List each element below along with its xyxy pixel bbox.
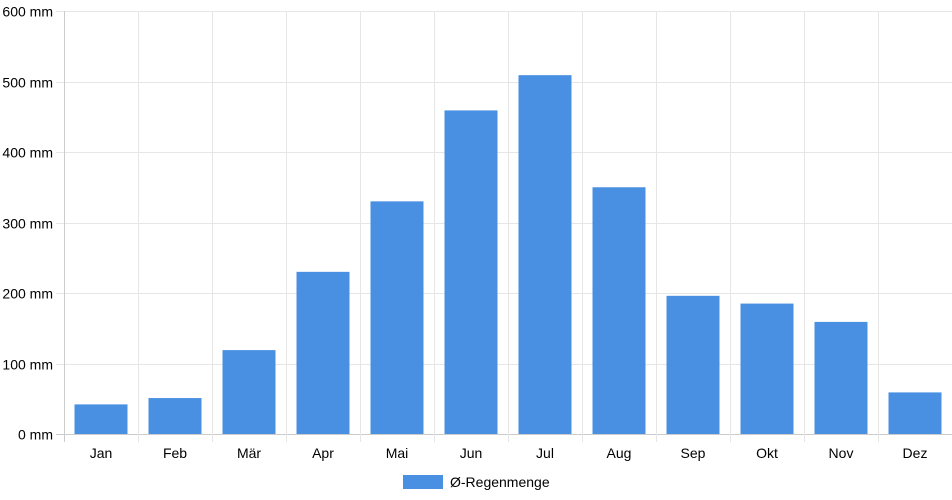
bar[interactable] bbox=[888, 392, 942, 434]
x-tick-label: Mai bbox=[386, 445, 409, 461]
x-tick-label: Jul bbox=[536, 445, 554, 461]
bar-series bbox=[74, 75, 942, 434]
x-tick-label: Nov bbox=[829, 445, 854, 461]
y-tick-label: 200 mm bbox=[2, 286, 53, 302]
bar[interactable] bbox=[740, 303, 794, 434]
legend[interactable]: Ø-Regenmenge bbox=[403, 474, 550, 490]
x-tick-label: Apr bbox=[312, 445, 334, 461]
y-tick-label: 600 mm bbox=[2, 4, 53, 20]
bar[interactable] bbox=[74, 404, 128, 434]
bar[interactable] bbox=[222, 350, 276, 434]
x-tick-label: Jun bbox=[460, 445, 483, 461]
x-tick-label: Sep bbox=[681, 445, 706, 461]
bar[interactable] bbox=[148, 398, 202, 434]
bar[interactable] bbox=[370, 201, 424, 434]
y-tick-label: 500 mm bbox=[2, 75, 53, 91]
bar[interactable] bbox=[814, 321, 868, 434]
bar[interactable] bbox=[592, 187, 646, 434]
y-tick-label: 0 mm bbox=[18, 427, 53, 443]
x-tick-label: Mär bbox=[237, 445, 261, 461]
y-axis: 0 mm 100 mm 200 mm 300 mm 400 mm 500 mm 600 mm bbox=[2, 4, 53, 443]
bar[interactable] bbox=[666, 295, 720, 434]
y-tick-label: 400 mm bbox=[2, 145, 53, 161]
x-tick-label: Aug bbox=[607, 445, 632, 461]
y-tick-label: 300 mm bbox=[2, 216, 53, 232]
bar[interactable] bbox=[444, 110, 498, 434]
bar[interactable] bbox=[518, 75, 572, 434]
x-axis: Jan Feb Mär Apr Mai Jun Jul Aug Sep Okt Nov Dez bbox=[90, 445, 928, 461]
y-tick-label: 100 mm bbox=[2, 357, 53, 373]
x-tick-label: Okt bbox=[756, 445, 778, 461]
x-tick-label: Dez bbox=[903, 445, 928, 461]
legend-label: Ø-Regenmenge bbox=[450, 474, 550, 490]
grid-lines bbox=[56, 11, 952, 442]
bar[interactable] bbox=[296, 271, 350, 434]
legend-swatch bbox=[403, 475, 443, 489]
x-tick-label: Jan bbox=[90, 445, 113, 461]
x-tick-label: Feb bbox=[163, 445, 187, 461]
